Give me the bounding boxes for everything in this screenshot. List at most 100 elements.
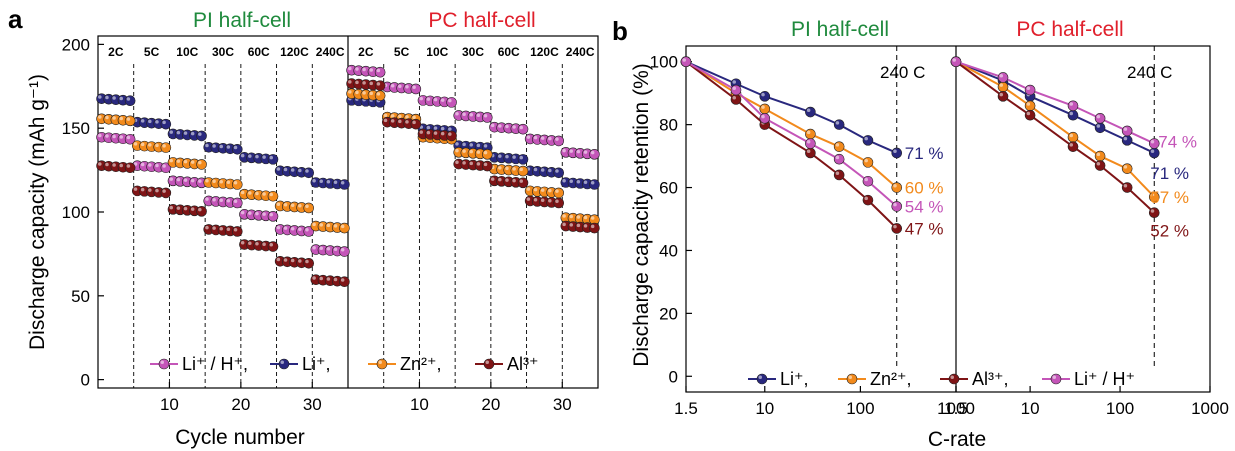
panel-a-point-li_h-shine: [319, 246, 323, 251]
panel-b-point-zn: [891, 182, 903, 193]
panel-a-point-al-shine: [433, 131, 438, 135]
panel-a-point-al-shine: [183, 206, 188, 211]
x-tick-label: 1.5: [944, 399, 968, 418]
panel-a-point-zn-shine: [390, 114, 395, 118]
panel-a-point-zn-shine: [326, 223, 331, 228]
panel-b-point-li_h: [730, 84, 742, 96]
panel-a-point-al-shine: [190, 207, 195, 211]
panel-a-point-al-shine: [233, 227, 238, 232]
panel-a-point-li-shine: [340, 181, 345, 185]
x-tick-label: 10: [755, 399, 774, 418]
panel-a-point-al-shine: [240, 241, 245, 245]
panel-b-point-li: [1067, 109, 1079, 121]
panel-b-point-li_h: [1121, 125, 1133, 137]
panel-a-point-al-shine: [226, 227, 231, 231]
panel-b-point-al: [1094, 160, 1106, 171]
panel-a-point-zn-shine: [383, 113, 388, 118]
panel-a-point-li_h-shine: [198, 179, 202, 183]
panel-a-point-li_h-shine: [262, 212, 266, 216]
panel-b-point-li-shine: [761, 92, 765, 97]
panel-a-point-li_h-shine: [183, 178, 188, 182]
panel-a-point-li_h-shine: [190, 178, 195, 183]
panel-a-point-li_h-shine: [326, 247, 331, 251]
panel-a-point-zn-shine: [483, 150, 488, 155]
panel-a-point-li_h: [446, 97, 457, 108]
x-tick-label: 10: [1021, 399, 1040, 418]
panel-a-point-zn-shine: [355, 90, 359, 95]
panel-b-point-zn: [833, 141, 845, 152]
panel-a-point-al-shine: [112, 163, 116, 167]
panel-a-point-li_h-shine: [412, 85, 416, 89]
panel-b-point-al: [997, 91, 1009, 102]
panel-a-point-al-shine: [126, 164, 131, 168]
panel-a-point-al: [124, 162, 136, 174]
panel-a-point-li_h-shine: [226, 198, 231, 203]
panel-b-point-li: [805, 106, 816, 118]
panel-a-point-li_h-shine: [569, 149, 573, 153]
y-tick-label: 100: [650, 53, 678, 72]
panel-a-legend-label: Li⁺ / H⁺,: [182, 354, 248, 374]
panel-a-point-zn-shine: [505, 166, 509, 171]
panel-a-point-li_h-shine: [462, 112, 466, 116]
panel-a-point-al-shine: [305, 259, 309, 264]
panel-a-point-li: [160, 118, 172, 130]
panel-a-point-li_h-shine: [390, 83, 395, 88]
panel-a-point-li_h: [410, 83, 422, 95]
panel-b-legend-marker: [948, 373, 960, 385]
panel-a-point-zn-shine: [155, 143, 159, 148]
panel-a-point-li_h-shine: [555, 137, 559, 141]
panel-a-point-al: [267, 241, 279, 252]
panel-a-point-zn-shine: [590, 216, 595, 220]
x-tick-label: 30: [303, 395, 322, 414]
panel-a-point-li_h-shine: [512, 125, 516, 129]
panel-a-point-li: [124, 95, 136, 107]
x-tick-label: 1.5: [674, 399, 698, 418]
panel-b-point-li_h-shine: [952, 58, 956, 62]
panel-a-point-li_h-shine: [583, 150, 588, 154]
panel-a-point-al-shine: [319, 276, 323, 281]
panel-b-pi-end-label: 54 %: [905, 197, 944, 216]
panel-b-point-li_h-shine: [682, 58, 686, 62]
x-tick-label: 20: [481, 395, 500, 414]
panel-b-point-li_h: [950, 56, 962, 68]
panel-a-point-al-shine: [369, 81, 373, 86]
panel-a-point-al-shine: [312, 276, 316, 280]
panel-a-point-li_h-shine: [455, 111, 459, 116]
panel-a-point-zn-shine: [540, 188, 545, 192]
panel-b-x-axis-title: C-rate: [928, 428, 986, 451]
panel-a-point-zn-shine: [412, 115, 416, 120]
panel-b-point-zn: [805, 128, 816, 140]
panel-b-legend-label: Zn²⁺,: [870, 369, 912, 389]
panel-a-point-li-shine: [319, 179, 323, 184]
panel-a-point-zn-shine: [340, 224, 345, 229]
panel-a-point-li_h-shine: [169, 177, 173, 181]
panel-a-x-axis-title: Cycle number: [175, 426, 305, 449]
panel-a-point-al-shine: [98, 162, 102, 166]
panel-a-point-zn-shine: [133, 142, 138, 146]
panel-a-point-al-shine: [269, 243, 273, 247]
panel-a-point-li-shine: [162, 120, 166, 125]
panel-b-point-zn-shine: [806, 130, 811, 135]
panel-a-point-li_h-shine: [419, 96, 423, 101]
panel-a-point-al-shine: [419, 130, 423, 134]
panel-a-point-zn-shine: [148, 143, 152, 147]
panel-a-point-li-shine: [505, 154, 509, 159]
panel-a-point-zn-shine: [112, 116, 116, 120]
panel-b-point-zn-shine: [1123, 165, 1128, 169]
panel-b-pi-end-label: 71 %: [905, 144, 944, 163]
panel-a-point-al-shine: [283, 258, 288, 262]
panel-a-point-al-shine: [262, 242, 266, 247]
panel-a-point-al: [196, 206, 207, 217]
panel-a-point-al-shine: [483, 162, 488, 167]
panel-a-rate-label: 30C: [212, 45, 234, 59]
panel-a-point-li_h-shine: [426, 97, 431, 101]
panel-b-legend-label: Li⁺,: [780, 369, 809, 389]
panel-a-point-al-shine: [448, 132, 452, 136]
panel-a-point-al-shine: [555, 199, 559, 203]
panel-a-point-li-shine: [226, 145, 231, 149]
panel-a-point-li_h: [517, 123, 529, 135]
panel-b-pc-end-label: 52 %: [1150, 222, 1189, 241]
panel-b-point-al: [891, 223, 903, 234]
panel-a-point-zn-shine: [190, 160, 195, 164]
panel-b-point-zn-shine: [864, 158, 868, 163]
